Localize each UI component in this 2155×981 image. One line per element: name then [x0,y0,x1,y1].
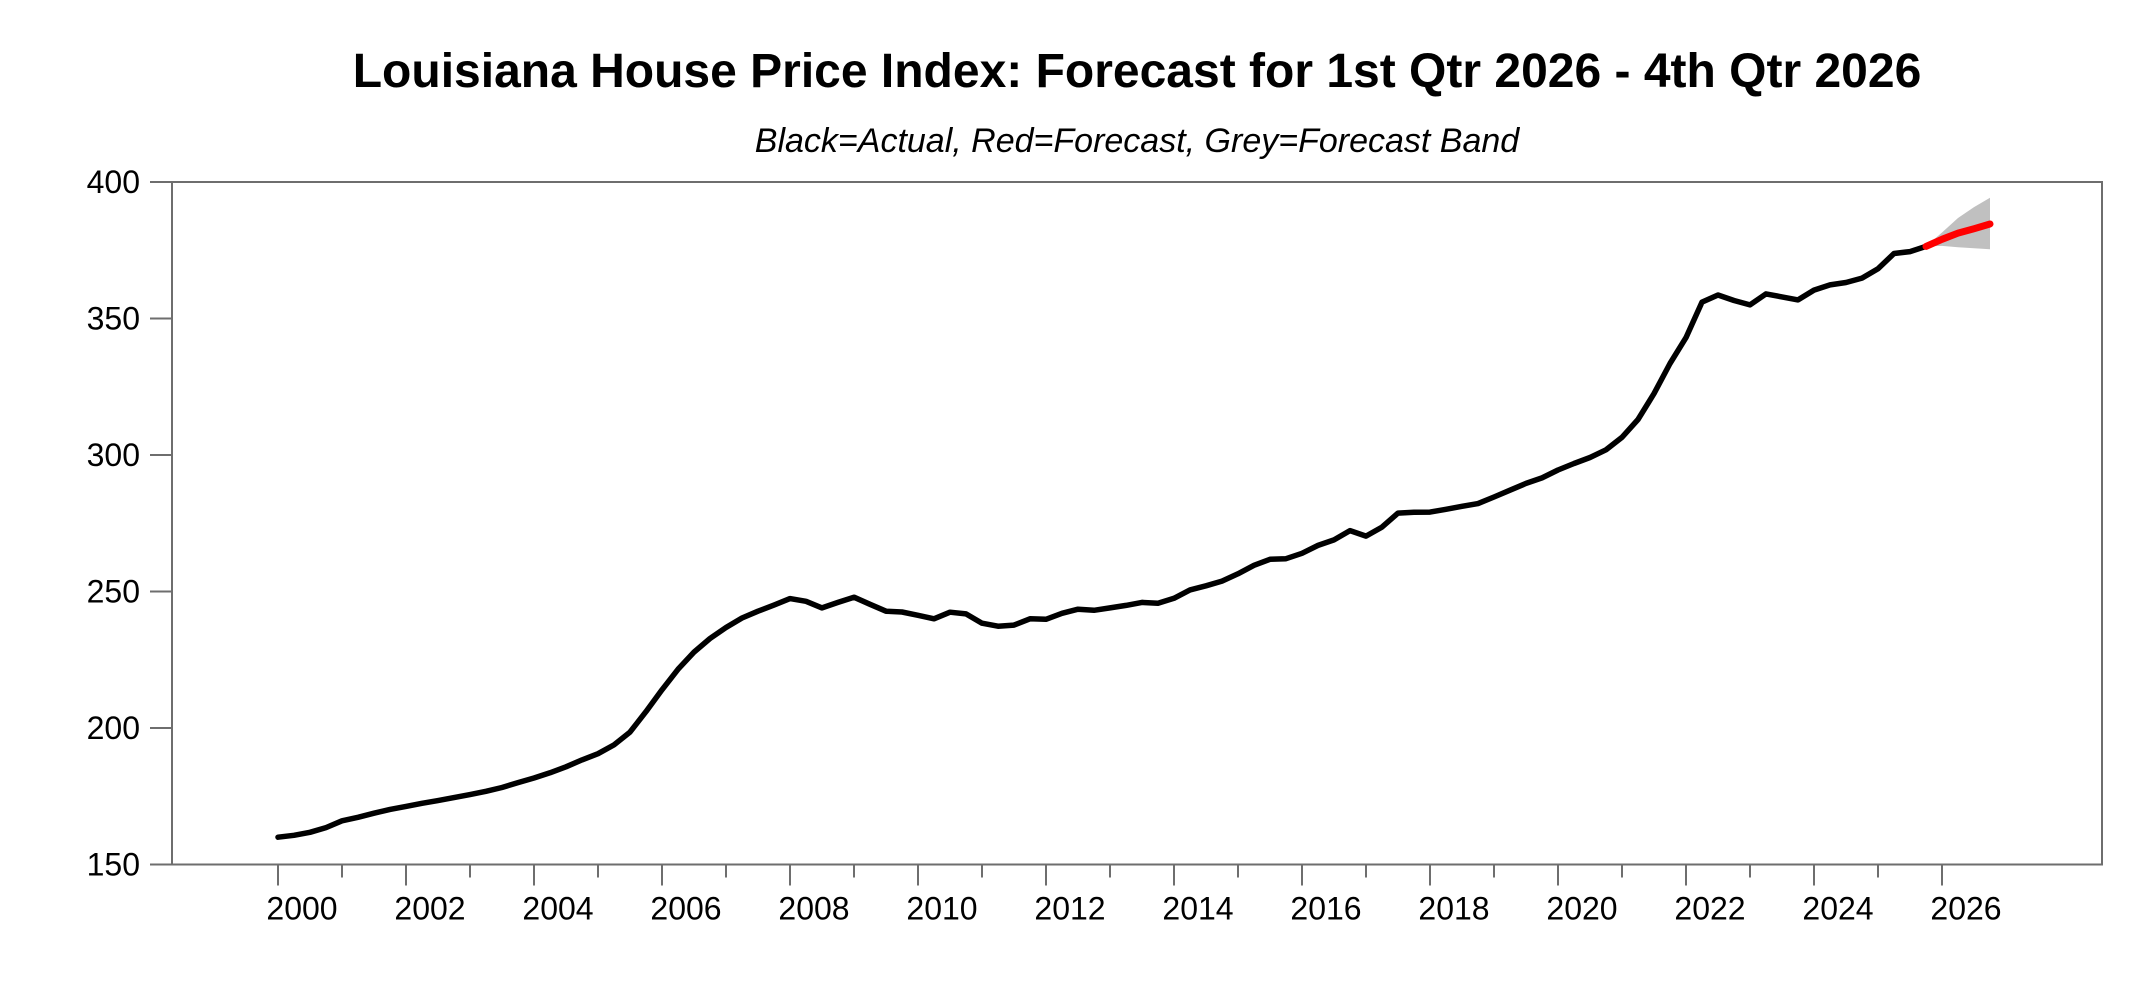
x-tick-label: 2026 [1930,891,2001,927]
x-tick-label: 2002 [394,891,465,927]
x-tick-label: 2020 [1546,891,1617,927]
y-tick-label: 400 [87,164,140,200]
forecast-line [1922,220,1994,250]
y-tick-label: 150 [87,847,140,883]
y-axis-labels: 150 200 250 300 350 400 [87,164,140,883]
x-tick-label: 2000 [266,891,337,927]
x-tick-label: 2022 [1674,891,1745,927]
x-tick-label: 2010 [906,891,977,927]
y-tick-label: 300 [87,437,140,473]
x-axis-labels: 2000 2002 2004 2006 2008 2010 2012 2014 2016 2018… [266,891,2001,927]
x-tick-label: 2018 [1418,891,1489,927]
x-tick-label: 2016 [1290,891,1361,927]
x-tick-label: 2006 [650,891,721,927]
actual-line [275,243,1929,840]
x-tick-label: 2014 [1162,891,1233,927]
plot-border [171,181,2103,866]
x-axis-ticks [277,864,1943,886]
x-tick-label: 2024 [1802,891,1873,927]
chart-subtitle: Black=Actual, Red=Forecast, Grey=Forecas… [754,122,1520,160]
y-tick-label: 250 [87,574,140,610]
x-tick-label: 2008 [778,891,849,927]
y-tick-label: 350 [87,301,140,337]
chart-title: Louisiana House Price Index: Forecast fo… [352,45,1922,98]
y-tick-label: 200 [87,710,140,746]
x-tick-label: 2012 [1034,891,1105,927]
x-tick-label: 2004 [522,891,593,927]
y-axis-ticks [150,181,172,866]
